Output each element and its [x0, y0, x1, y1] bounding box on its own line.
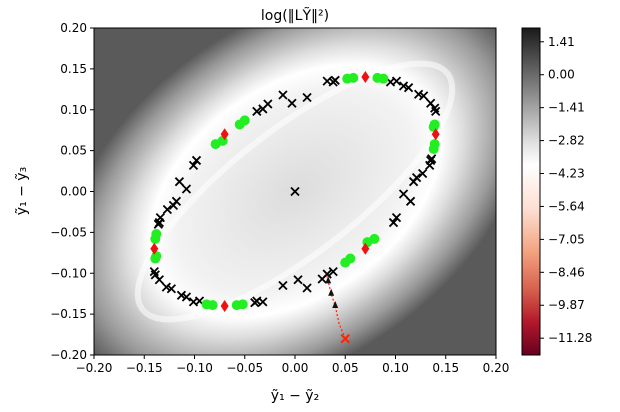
x-marker — [391, 76, 402, 86]
x-tick-label: 0.05 — [332, 361, 359, 375]
colorbar: 1.41 0.00 −1.41 −2.82 −4.23 −5.64 −7.05 −8.46 −9… — [521, 27, 592, 356]
x-marker — [398, 81, 409, 91]
colorbar-ticks: 1.41 0.00 −1.41 −2.82 −4.23 −5.64 −7.05 −8.46 −9… — [540, 35, 592, 345]
y-tick-label: 0.20 — [60, 21, 87, 35]
x-marker — [252, 106, 262, 117]
x-axis-ticks: −0.20 −0.15 −0.10 −0.05 0.00 0.05 0.10 0.15 0.20 — [76, 355, 510, 375]
circle-marker — [239, 115, 250, 126]
x-marker — [258, 104, 268, 114]
x-marker — [388, 217, 399, 228]
y-tick-label: 0.00 — [60, 185, 87, 199]
x-marker — [278, 280, 288, 291]
x-marker — [287, 98, 297, 108]
y-tick-label: −0.05 — [50, 225, 87, 239]
colorbar-tick-label: −5.64 — [548, 199, 585, 213]
x-marker — [162, 204, 173, 215]
x-tick-label: −0.05 — [226, 361, 263, 375]
data-marks — [134, 60, 456, 344]
colorbar-tick-label: −4.23 — [548, 167, 585, 181]
y-axis-label: ỹ₁ − ỹ₃ — [14, 167, 30, 215]
chart-title: log(‖LỸ‖²) — [261, 7, 329, 24]
x-tick-label: −0.15 — [126, 361, 163, 375]
x-axis-label: ỹ₁ − ỹ₂ — [271, 388, 319, 404]
circle-marker — [231, 300, 242, 311]
y-tick-label: 0.05 — [60, 144, 87, 158]
diamond-marker — [361, 71, 370, 84]
x-marker — [188, 297, 199, 307]
circle-marker — [340, 257, 351, 268]
circle-marker — [428, 143, 439, 154]
colorbar-tick-label: −2.82 — [548, 134, 585, 148]
circle-marker — [348, 72, 359, 83]
colorbar-tick-label: −11.28 — [548, 331, 592, 345]
x-marker — [330, 75, 340, 85]
x-marker — [405, 196, 416, 206]
x-marker — [166, 284, 177, 294]
x-marker — [398, 189, 409, 199]
x-marker — [427, 154, 437, 164]
x-marker — [302, 283, 312, 293]
diamond-marker — [431, 128, 440, 141]
colorbar-fill — [521, 27, 541, 356]
circle-marker — [150, 253, 161, 264]
x-tick-label: 0.10 — [382, 361, 409, 375]
x-marker — [328, 266, 338, 277]
x-marker — [403, 83, 414, 93]
colorbar-tick-label: 1.41 — [548, 35, 575, 49]
diamond-marker — [220, 299, 229, 312]
x-tick-label: 0.00 — [282, 361, 309, 375]
plot-area — [93, 27, 497, 356]
x-marker — [174, 177, 185, 187]
y-tick-label: 0.15 — [60, 62, 87, 76]
trajectory-arrowhead — [325, 276, 332, 284]
circle-marker — [201, 299, 212, 310]
x-marker — [431, 106, 441, 117]
colorbar-tick-label: −9.87 — [548, 298, 585, 312]
trajectory-start-marker — [340, 333, 350, 344]
diamond-marker — [150, 242, 159, 255]
x-tick-label: −0.10 — [176, 361, 213, 375]
circle-marker — [378, 73, 389, 84]
colorbar-tick-label: −7.05 — [548, 232, 585, 246]
x-tick-label: 0.15 — [432, 361, 459, 375]
y-tick-label: −0.10 — [50, 266, 87, 280]
x-marker — [419, 91, 429, 101]
x-marker — [302, 92, 312, 103]
x-marker — [293, 275, 303, 285]
colorbar-tick-label: −8.46 — [548, 265, 585, 279]
diamond-marker — [220, 128, 229, 141]
colorbar-tick-label: −1.41 — [548, 101, 585, 115]
x-marker — [181, 184, 192, 194]
x-marker — [391, 213, 402, 223]
y-tick-label: −0.15 — [50, 307, 87, 321]
diamond-marker — [361, 242, 370, 255]
colorbar-tick-label: 0.00 — [548, 68, 575, 82]
center-marker — [290, 186, 300, 197]
x-tick-label: −0.20 — [76, 361, 113, 375]
x-marker — [322, 269, 332, 279]
x-marker — [250, 298, 260, 308]
x-marker — [191, 155, 202, 166]
x-marker — [168, 200, 179, 211]
x-marker — [413, 89, 424, 99]
x-marker — [188, 160, 199, 170]
x-marker — [153, 219, 163, 229]
x-marker — [278, 90, 288, 100]
x-tick-label: 0.20 — [483, 361, 510, 375]
x-marker — [176, 290, 187, 300]
x-marker — [417, 168, 428, 179]
circle-marker — [429, 119, 440, 130]
circle-marker — [151, 229, 162, 240]
x-marker — [411, 172, 422, 183]
x-marker — [161, 282, 171, 292]
trajectory-arrowhead — [328, 288, 335, 296]
y-tick-label: −0.20 — [50, 348, 87, 362]
x-marker — [181, 292, 192, 302]
trajectory-arrowhead — [332, 300, 339, 308]
y-tick-label: 0.10 — [60, 103, 87, 117]
y-axis-ticks: 0.20 0.15 0.10 0.05 0.00 −0.05 −0.10 −0.15 −0.20 — [50, 21, 94, 362]
x-marker — [149, 266, 159, 277]
